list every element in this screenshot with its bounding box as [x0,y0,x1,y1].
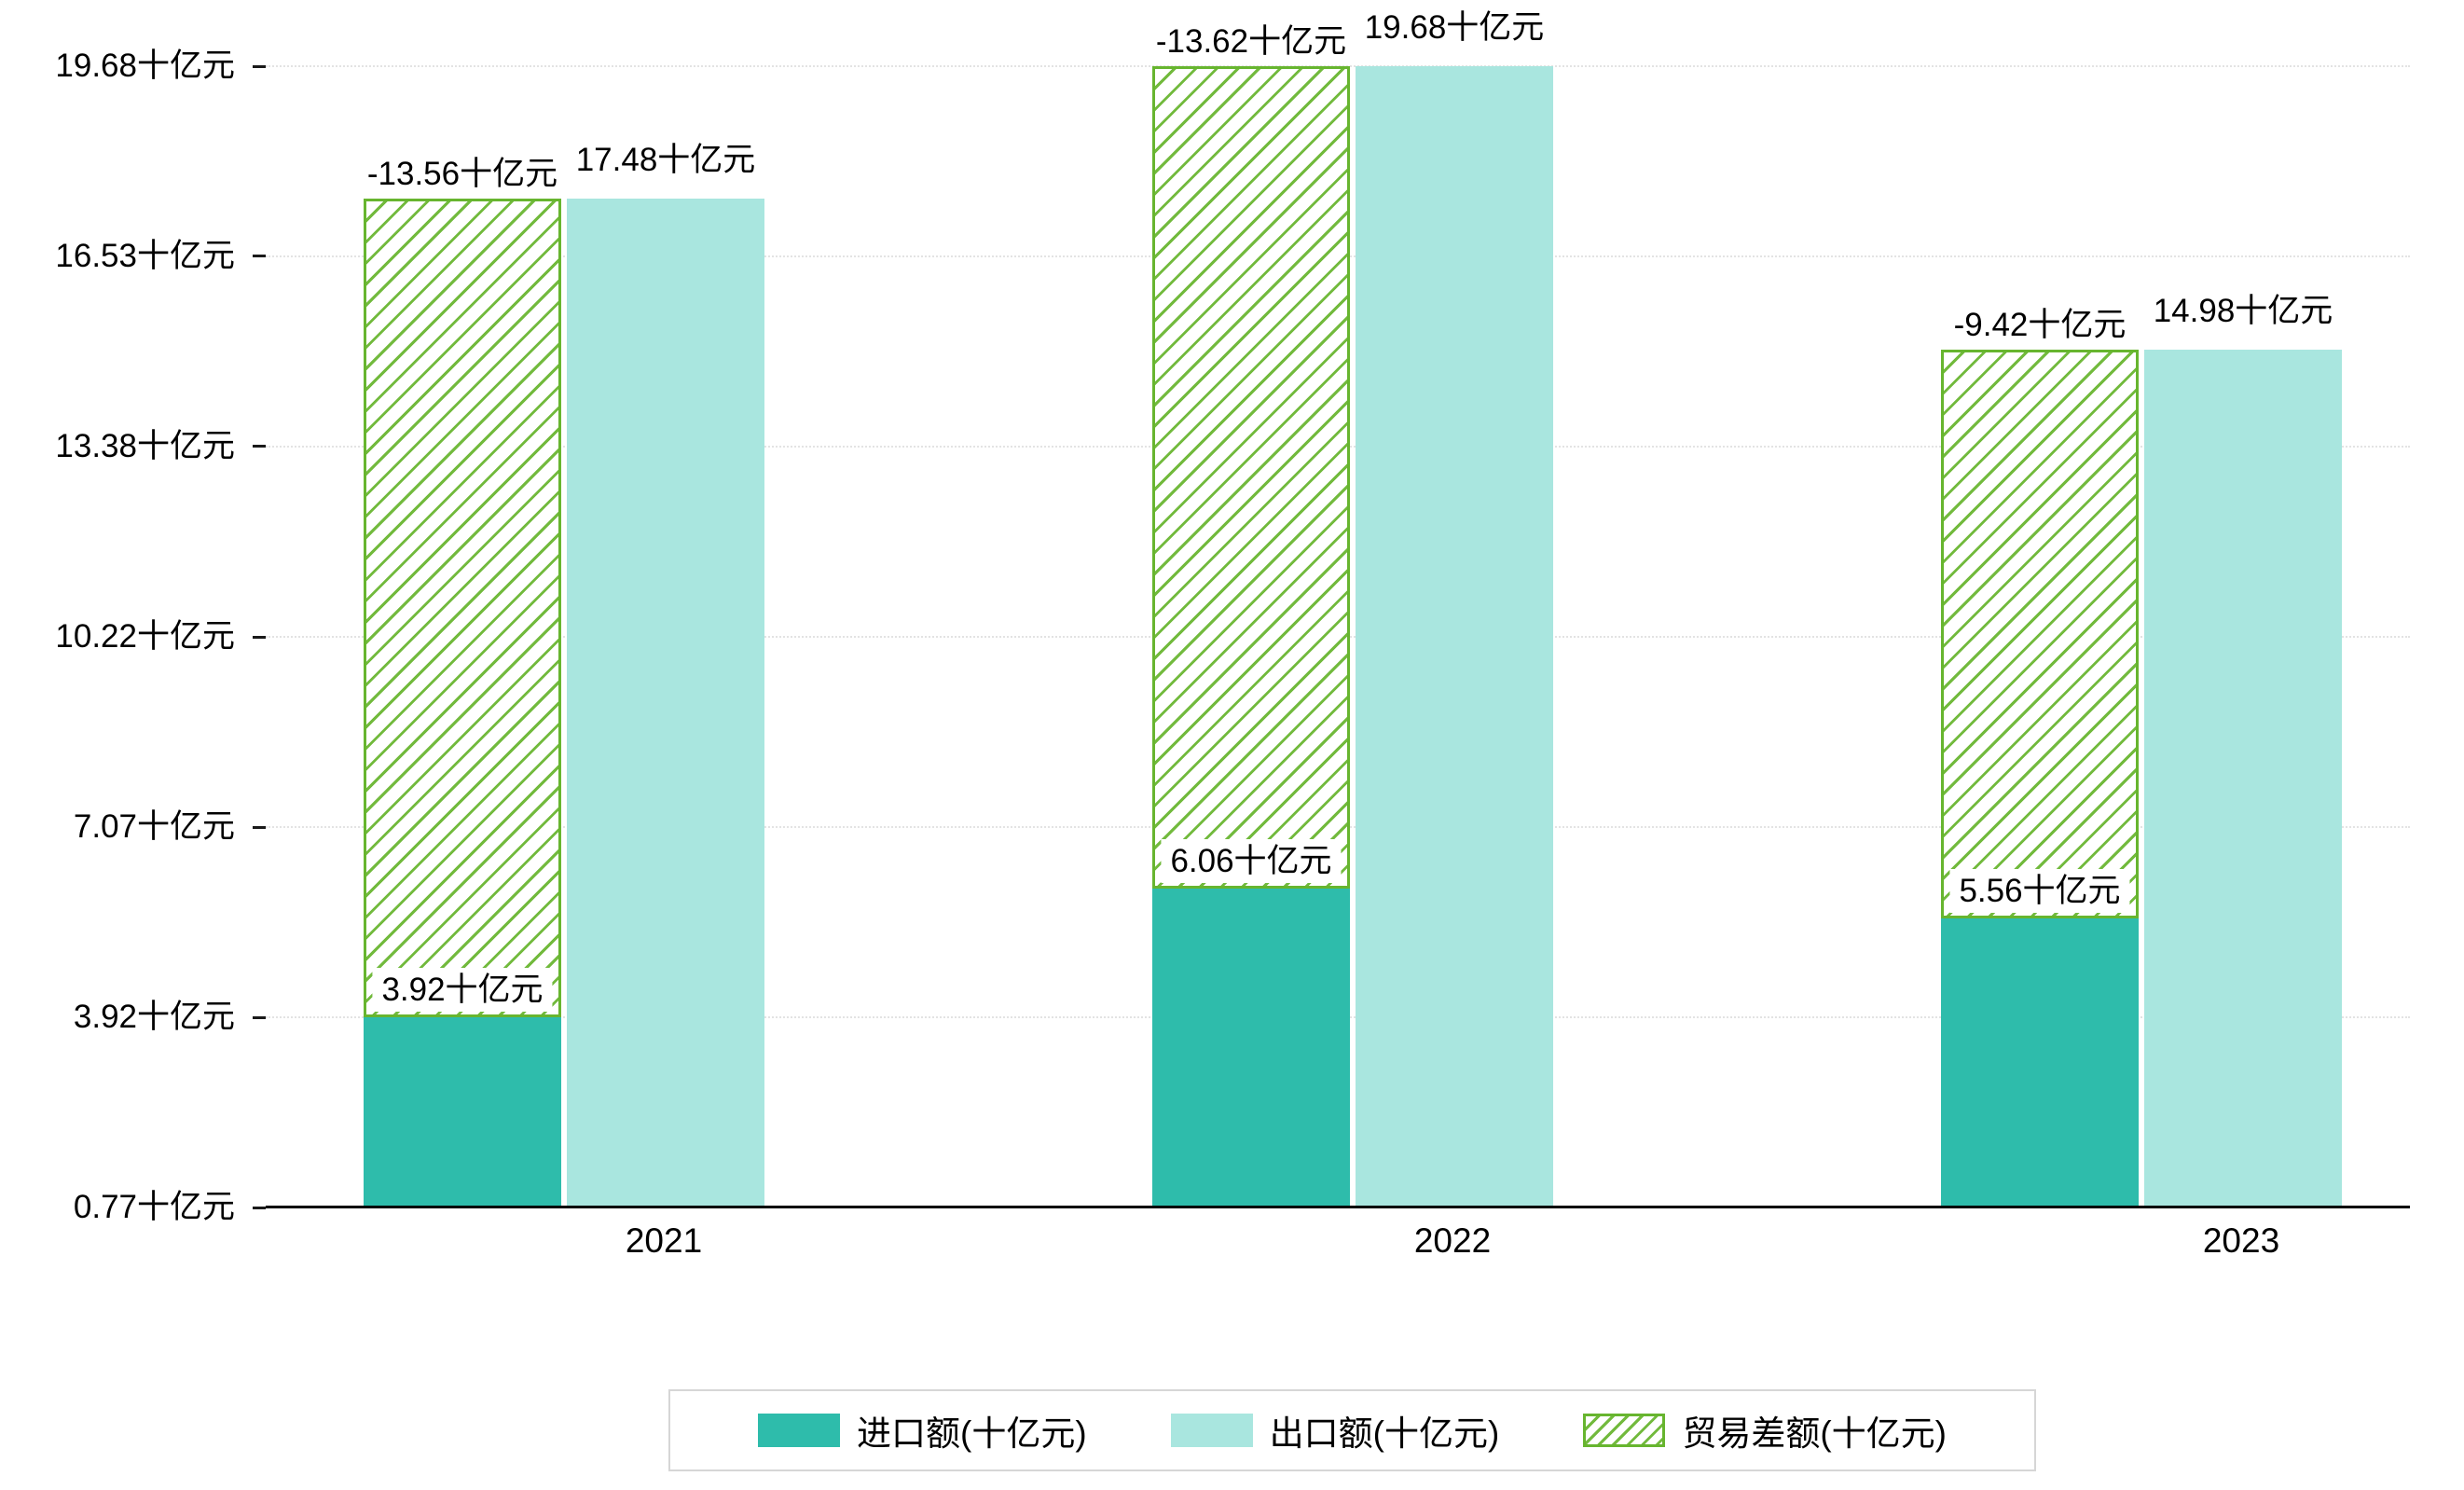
legend-label-trade-balance: 贸易差额(十亿元) [1682,1414,1947,1453]
trade-balance-bar-2023 [1941,350,2139,918]
export-bar-2022 [1356,66,1553,1207]
import-value-label-2021: 3.92十亿元 [372,968,553,1013]
export-value-label-2021: 17.48十亿元 [566,138,765,183]
import-swatch-icon [758,1414,841,1447]
trade-balance-bar-2022 [1152,66,1350,889]
y-axis-tick [253,635,266,639]
y-axis-tick [253,825,266,829]
export-swatch-icon [1170,1414,1253,1447]
y-axis-tick [253,445,266,448]
x-axis-line [266,1206,2410,1208]
y-axis-tick-label: 0.77十亿元 [73,1189,235,1225]
y-axis-tick [253,64,266,68]
export-value-label-2022: 19.68十亿元 [1355,6,1554,49]
trade-balance-bar-2021 [364,199,561,1018]
trade-balance-value-label-2021: -13.56十亿元 [357,152,568,197]
import-bar-2022 [1152,888,1350,1207]
y-axis-tick-label: 13.38十亿元 [55,427,235,464]
x-axis-label-2021: 2021 [625,1221,703,1260]
export-bar-2023 [2144,350,2342,1207]
y-axis-tick [253,1206,266,1209]
trade-balance-swatch-icon [1583,1414,1666,1447]
export-value-label-2023: 14.98十亿元 [2143,289,2343,334]
y-axis-tick [253,1015,266,1019]
legend: 进口额(十亿元) 出口额(十亿元) 贸易差额(十亿元) [668,1389,2036,1471]
legend-label-export: 出口额(十亿元) [1269,1414,1500,1453]
import-bar-2021 [364,1017,561,1207]
y-axis-tick-label: 7.07十亿元 [73,808,235,846]
y-axis-tick-label: 16.53十亿元 [55,237,235,274]
import-value-label-2023: 5.56十亿元 [1949,868,2130,913]
legend-item-import: 进口额(十亿元) [758,1405,1087,1456]
legend-label-import: 进口额(十亿元) [857,1414,1087,1453]
x-axis-label-2022: 2022 [1413,1221,1492,1260]
export-bar-2021 [567,199,764,1207]
legend-item-export: 出口额(十亿元) [1170,1405,1500,1456]
x-axis-label-2023: 2023 [2202,1221,2280,1260]
y-axis-tick [253,255,266,258]
trade-balance-value-label-2022: -13.62十亿元 [1146,20,1356,63]
legend-item-trade-balance: 贸易差额(十亿元) [1583,1405,1947,1456]
import-bar-2023 [1941,917,2139,1207]
y-axis-tick-label: 19.68十亿元 [55,48,235,84]
trade-balance-value-label-2023: -9.42十亿元 [1944,303,2136,348]
import-value-label-2022: 6.06十亿元 [1161,838,1342,883]
y-axis-tick-label: 3.92十亿元 [73,999,235,1036]
y-axis-tick-label: 10.22十亿元 [55,618,235,655]
